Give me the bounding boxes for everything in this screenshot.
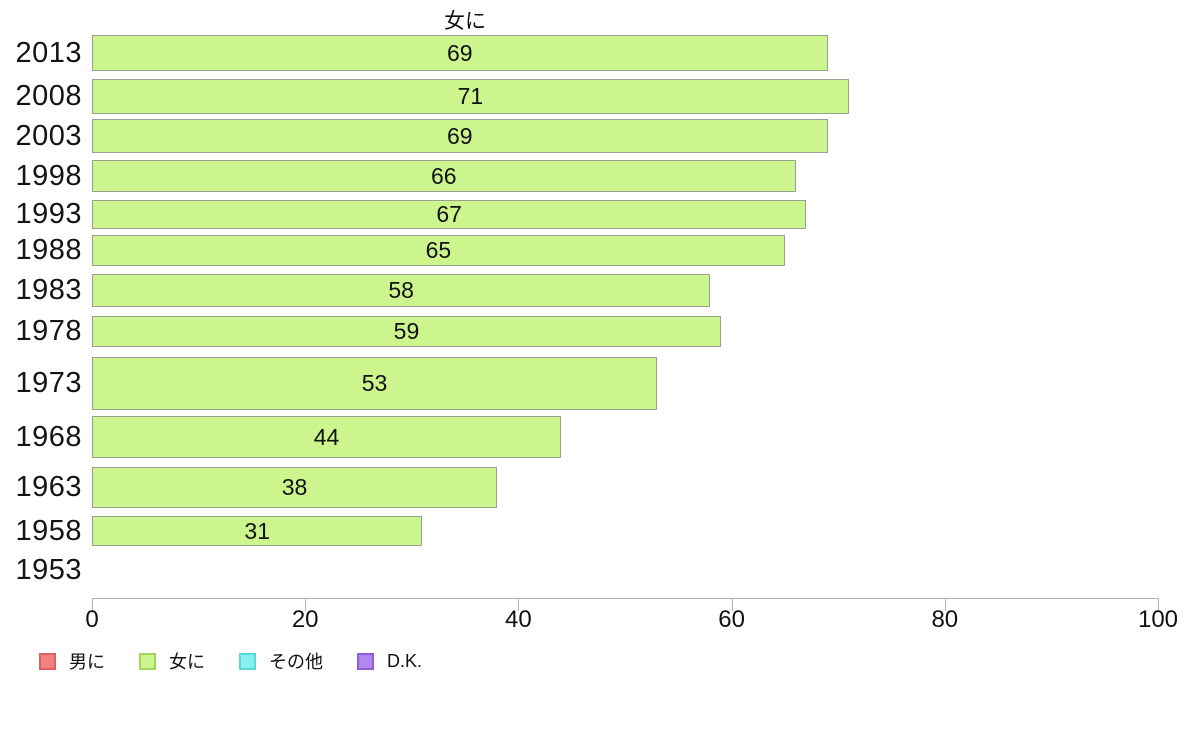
bar-row: 1963 38	[0, 467, 1188, 508]
bar-value-label: 58	[388, 277, 414, 303]
bar-row: 2013 69	[0, 35, 1188, 71]
x-axis-tick	[518, 598, 520, 611]
bar-value-label: 69	[446, 122, 473, 149]
bar-value-label: 69	[446, 39, 473, 66]
bar-value-label: 65	[425, 237, 452, 263]
bar-value-label: 71	[457, 83, 484, 109]
bar-row: 1958 31	[0, 514, 1188, 547]
legend: 男に 女に その他 D.K.	[39, 648, 422, 674]
bar-row: 1983 58	[0, 274, 1188, 307]
year-label: 2008	[15, 80, 82, 112]
chart-title: 女に	[444, 10, 486, 33]
legend-swatch-icon	[139, 652, 156, 670]
year-label: 2003	[15, 119, 82, 152]
legend-item[interactable]: 男に	[39, 648, 105, 674]
x-axis-tick-label: 100	[1137, 606, 1179, 633]
legend-label: その他	[269, 652, 323, 672]
bar-row: 1993 67	[0, 198, 1188, 230]
x-axis-tick	[305, 598, 307, 611]
x-axis-tick	[944, 598, 946, 611]
bar-value-label: 66	[430, 162, 457, 189]
year-label: 1958	[15, 514, 82, 547]
bar-row: 1968 44	[0, 416, 1188, 458]
year-label: 1963	[15, 471, 82, 503]
bar: 53	[92, 357, 657, 410]
x-axis-tick-label: 80	[931, 606, 959, 633]
bar-row: 1953	[0, 553, 1188, 586]
legend-item[interactable]: その他	[239, 648, 323, 674]
bar-value-label: 38	[281, 474, 308, 500]
x-axis-tick-label: 40	[505, 606, 532, 633]
x-axis-tick-label: 0	[85, 606, 99, 633]
legend-swatch-icon	[357, 652, 374, 670]
bar: 58	[92, 274, 711, 307]
x-axis-tick	[92, 598, 93, 611]
bar-row: 1988 65	[0, 234, 1188, 266]
x-axis-tick	[1158, 598, 1159, 611]
legend-item[interactable]: 女に	[139, 648, 205, 674]
bar-row: 1973 53	[0, 357, 1188, 410]
year-label: 1993	[15, 198, 82, 230]
legend-swatch-icon	[39, 652, 56, 670]
year-label: 1983	[15, 274, 82, 306]
bar: 65	[92, 235, 785, 266]
bar: 67	[92, 200, 807, 229]
x-axis-line	[92, 598, 1159, 599]
bar: 59	[92, 316, 721, 347]
year-label: 1968	[15, 420, 82, 453]
bar-value-label: 59	[393, 318, 420, 344]
legend-label: 女に	[169, 652, 205, 672]
legend-swatch-icon	[239, 652, 256, 670]
year-label: 2013	[15, 36, 82, 69]
year-label: 1978	[15, 315, 82, 347]
year-label: 1973	[15, 367, 82, 399]
legend-label: D.K.	[387, 650, 423, 671]
x-axis-tick	[731, 598, 733, 611]
bar-value-label: 31	[244, 517, 271, 544]
year-label: 1953	[15, 553, 82, 586]
bar: 31	[92, 516, 423, 546]
bar-row: 1998 66	[0, 160, 1188, 192]
bar-value-label: 53	[361, 370, 388, 396]
x-axis-tick-label: 60	[718, 606, 745, 633]
bar-value-label: 67	[436, 201, 462, 227]
year-label: 1998	[15, 159, 82, 192]
legend-item[interactable]: D.K.	[357, 651, 422, 672]
legend-label: 男に	[69, 652, 105, 672]
x-axis-tick-label: 20	[291, 606, 319, 633]
year-label: 1988	[15, 234, 82, 266]
bar: 69	[92, 119, 828, 153]
bar-value-label: 44	[313, 423, 340, 450]
bar-row: 2003 69	[0, 119, 1188, 153]
bar: 44	[92, 416, 562, 458]
bar: 38	[92, 467, 498, 508]
bar: 66	[92, 160, 796, 192]
bar-row: 2008 71	[0, 79, 1188, 114]
bar-row: 1978 59	[0, 315, 1188, 347]
bar: 69	[92, 35, 828, 71]
bar: 71	[92, 79, 849, 114]
